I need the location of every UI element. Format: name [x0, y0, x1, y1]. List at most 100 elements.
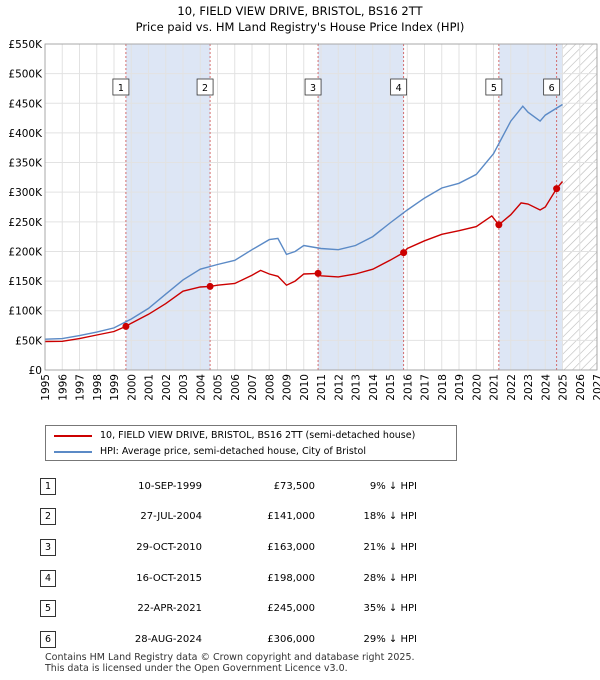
y-tick-label: £150K: [8, 276, 43, 288]
sale-label: 1: [118, 83, 124, 94]
x-tick-label: 2012: [333, 374, 345, 401]
sale-hpi-diff: 9% ↓ HPI: [369, 480, 417, 492]
legend-label-property: 10, FIELD VIEW DRIVE, BRISTOL, BS16 2TT …: [100, 430, 416, 441]
x-tick-label: 2027: [592, 374, 600, 401]
sale-label-box: [304, 78, 322, 96]
ownership-band: [125, 44, 211, 370]
x-tick-label: 2001: [144, 374, 156, 401]
sale-row: 4 16-OCT-2015 £198,000 28% ↓ HPI: [40, 563, 417, 594]
sale-date: 16-OCT-2015: [136, 572, 202, 584]
x-tick-label: 2009: [282, 374, 294, 401]
x-tick-label: 2015: [385, 374, 397, 401]
footer: Contains HM Land Registry data © Crown c…: [45, 652, 415, 674]
y-tick-label: £350K: [8, 158, 43, 170]
sale-label-box: [196, 78, 214, 96]
y-tick-label: £300K: [8, 187, 43, 199]
footer-line-2: This data is licensed under the Open Gov…: [45, 663, 348, 674]
x-tick-label: 2011: [316, 374, 328, 401]
x-tick-label: 2025: [558, 374, 570, 401]
sale-price: £73,500: [273, 480, 315, 492]
sale-number-badge: 6: [40, 630, 56, 648]
sale-label-box: [485, 78, 503, 96]
y-tick-label: £0: [29, 365, 42, 377]
x-tick-label: 2006: [230, 374, 242, 401]
sale-date: 27-JUL-2004: [140, 511, 202, 523]
price-chart: 10, FIELD VIEW DRIVE, BRISTOL, BS16 2TT …: [8, 4, 600, 401]
sale-label: 3: [310, 83, 316, 94]
x-tick-label: 1999: [109, 374, 121, 401]
sale-price: £245,000: [267, 603, 315, 615]
sale-hpi-diff: 18% ↓ HPI: [363, 511, 417, 523]
hpi-line: [44, 103, 563, 340]
y-tick-label: £450K: [8, 98, 43, 110]
y-tick-label: £50K: [15, 335, 43, 347]
y-tick-label: £250K: [8, 217, 43, 229]
sale-date: 29-OCT-2010: [136, 541, 202, 553]
y-tick-label: £550K: [8, 39, 43, 51]
footer-line-1: Contains HM Land Registry data © Crown c…: [45, 652, 415, 663]
x-tick-label: 2018: [437, 374, 449, 401]
x-tick-label: 1995: [40, 374, 52, 401]
x-tick-label: 2007: [247, 374, 259, 401]
sale-row: 2 27-JUL-2004 £141,000 18% ↓ HPI: [40, 502, 417, 533]
x-tick-label: 1996: [57, 374, 69, 401]
sale-row: 5 22-APR-2021 £245,000 35% ↓ HPI: [40, 593, 417, 624]
sale-point: [400, 249, 408, 257]
sale-label: 6: [549, 83, 555, 94]
x-tick-label: 1998: [92, 374, 104, 401]
ownership-band: [318, 44, 404, 370]
y-tick-label: £500K: [8, 69, 43, 81]
sale-point: [553, 185, 561, 193]
sale-date: 10-SEP-1999: [138, 480, 202, 492]
sale-label: 4: [396, 83, 402, 94]
x-tick-label: 2005: [213, 374, 225, 401]
sale-label-box: [543, 78, 561, 96]
x-tick-label: 2024: [540, 374, 552, 401]
x-tick-label: 2002: [161, 374, 173, 401]
x-tick-label: 2010: [299, 374, 311, 401]
sale-label-box: [390, 78, 408, 96]
sale-label: 5: [491, 83, 497, 94]
x-tick-label: 2014: [368, 374, 380, 401]
sale-point: [314, 269, 322, 277]
sale-price: £306,000: [267, 633, 315, 645]
legend-label-hpi: HPI: Average price, semi-detached house,…: [100, 446, 366, 457]
x-tick-label: 2021: [489, 374, 501, 401]
sale-row: 6 28-AUG-2024 £306,000 29% ↓ HPI: [40, 624, 417, 655]
x-tick-label: 2004: [195, 374, 207, 401]
sale-hpi-diff: 28% ↓ HPI: [363, 572, 417, 584]
x-tick-label: 2022: [506, 374, 518, 401]
legend-item-property: 10, FIELD VIEW DRIVE, BRISTOL, BS16 2TT …: [54, 428, 415, 444]
ownership-band: [556, 44, 563, 370]
x-tick-label: 1997: [75, 374, 87, 401]
sales-table: 1 10-SEP-1999 £73,500 9% ↓ HPI 2 27-JUL-2004 £…: [40, 471, 417, 655]
x-tick-label: 2013: [351, 374, 363, 401]
sale-price: £141,000: [267, 511, 315, 523]
x-tick-label: 2017: [420, 374, 432, 401]
x-tick-label: 2020: [471, 374, 483, 401]
legend-item-hpi: HPI: Average price, semi-detached house,…: [54, 444, 366, 460]
sale-date: 28-AUG-2024: [134, 633, 202, 645]
sale-row: 3 29-OCT-2010 £163,000 21% ↓ HPI: [40, 532, 417, 563]
chart-subtitle: Price paid vs. HM Land Registry's House …: [136, 20, 465, 34]
sale-price: £198,000: [267, 572, 315, 584]
plot-frame: [44, 43, 598, 371]
sale-number-badge: 2: [40, 508, 56, 526]
chart-title: 10, FIELD VIEW DRIVE, BRISTOL, BS16 2TT: [177, 4, 423, 18]
sale-point: [206, 282, 214, 290]
sale-label-box: [112, 78, 130, 96]
x-tick-label: 2019: [454, 374, 466, 401]
x-tick-label: 2003: [178, 374, 190, 401]
x-tick-label: 2023: [523, 374, 535, 401]
legend-swatch-hpi: [54, 450, 92, 453]
sale-label: 2: [202, 83, 208, 94]
x-tick-label: 2016: [402, 374, 414, 401]
sale-hpi-diff: 35% ↓ HPI: [363, 603, 417, 615]
x-tick-label: 2026: [575, 374, 587, 401]
sale-point: [495, 221, 503, 229]
y-tick-label: £400K: [8, 128, 43, 140]
sale-number-badge: 3: [40, 538, 56, 556]
y-tick-label: £100K: [8, 306, 43, 318]
x-tick-label: 2000: [126, 374, 138, 401]
sale-number-badge: 5: [40, 600, 56, 618]
